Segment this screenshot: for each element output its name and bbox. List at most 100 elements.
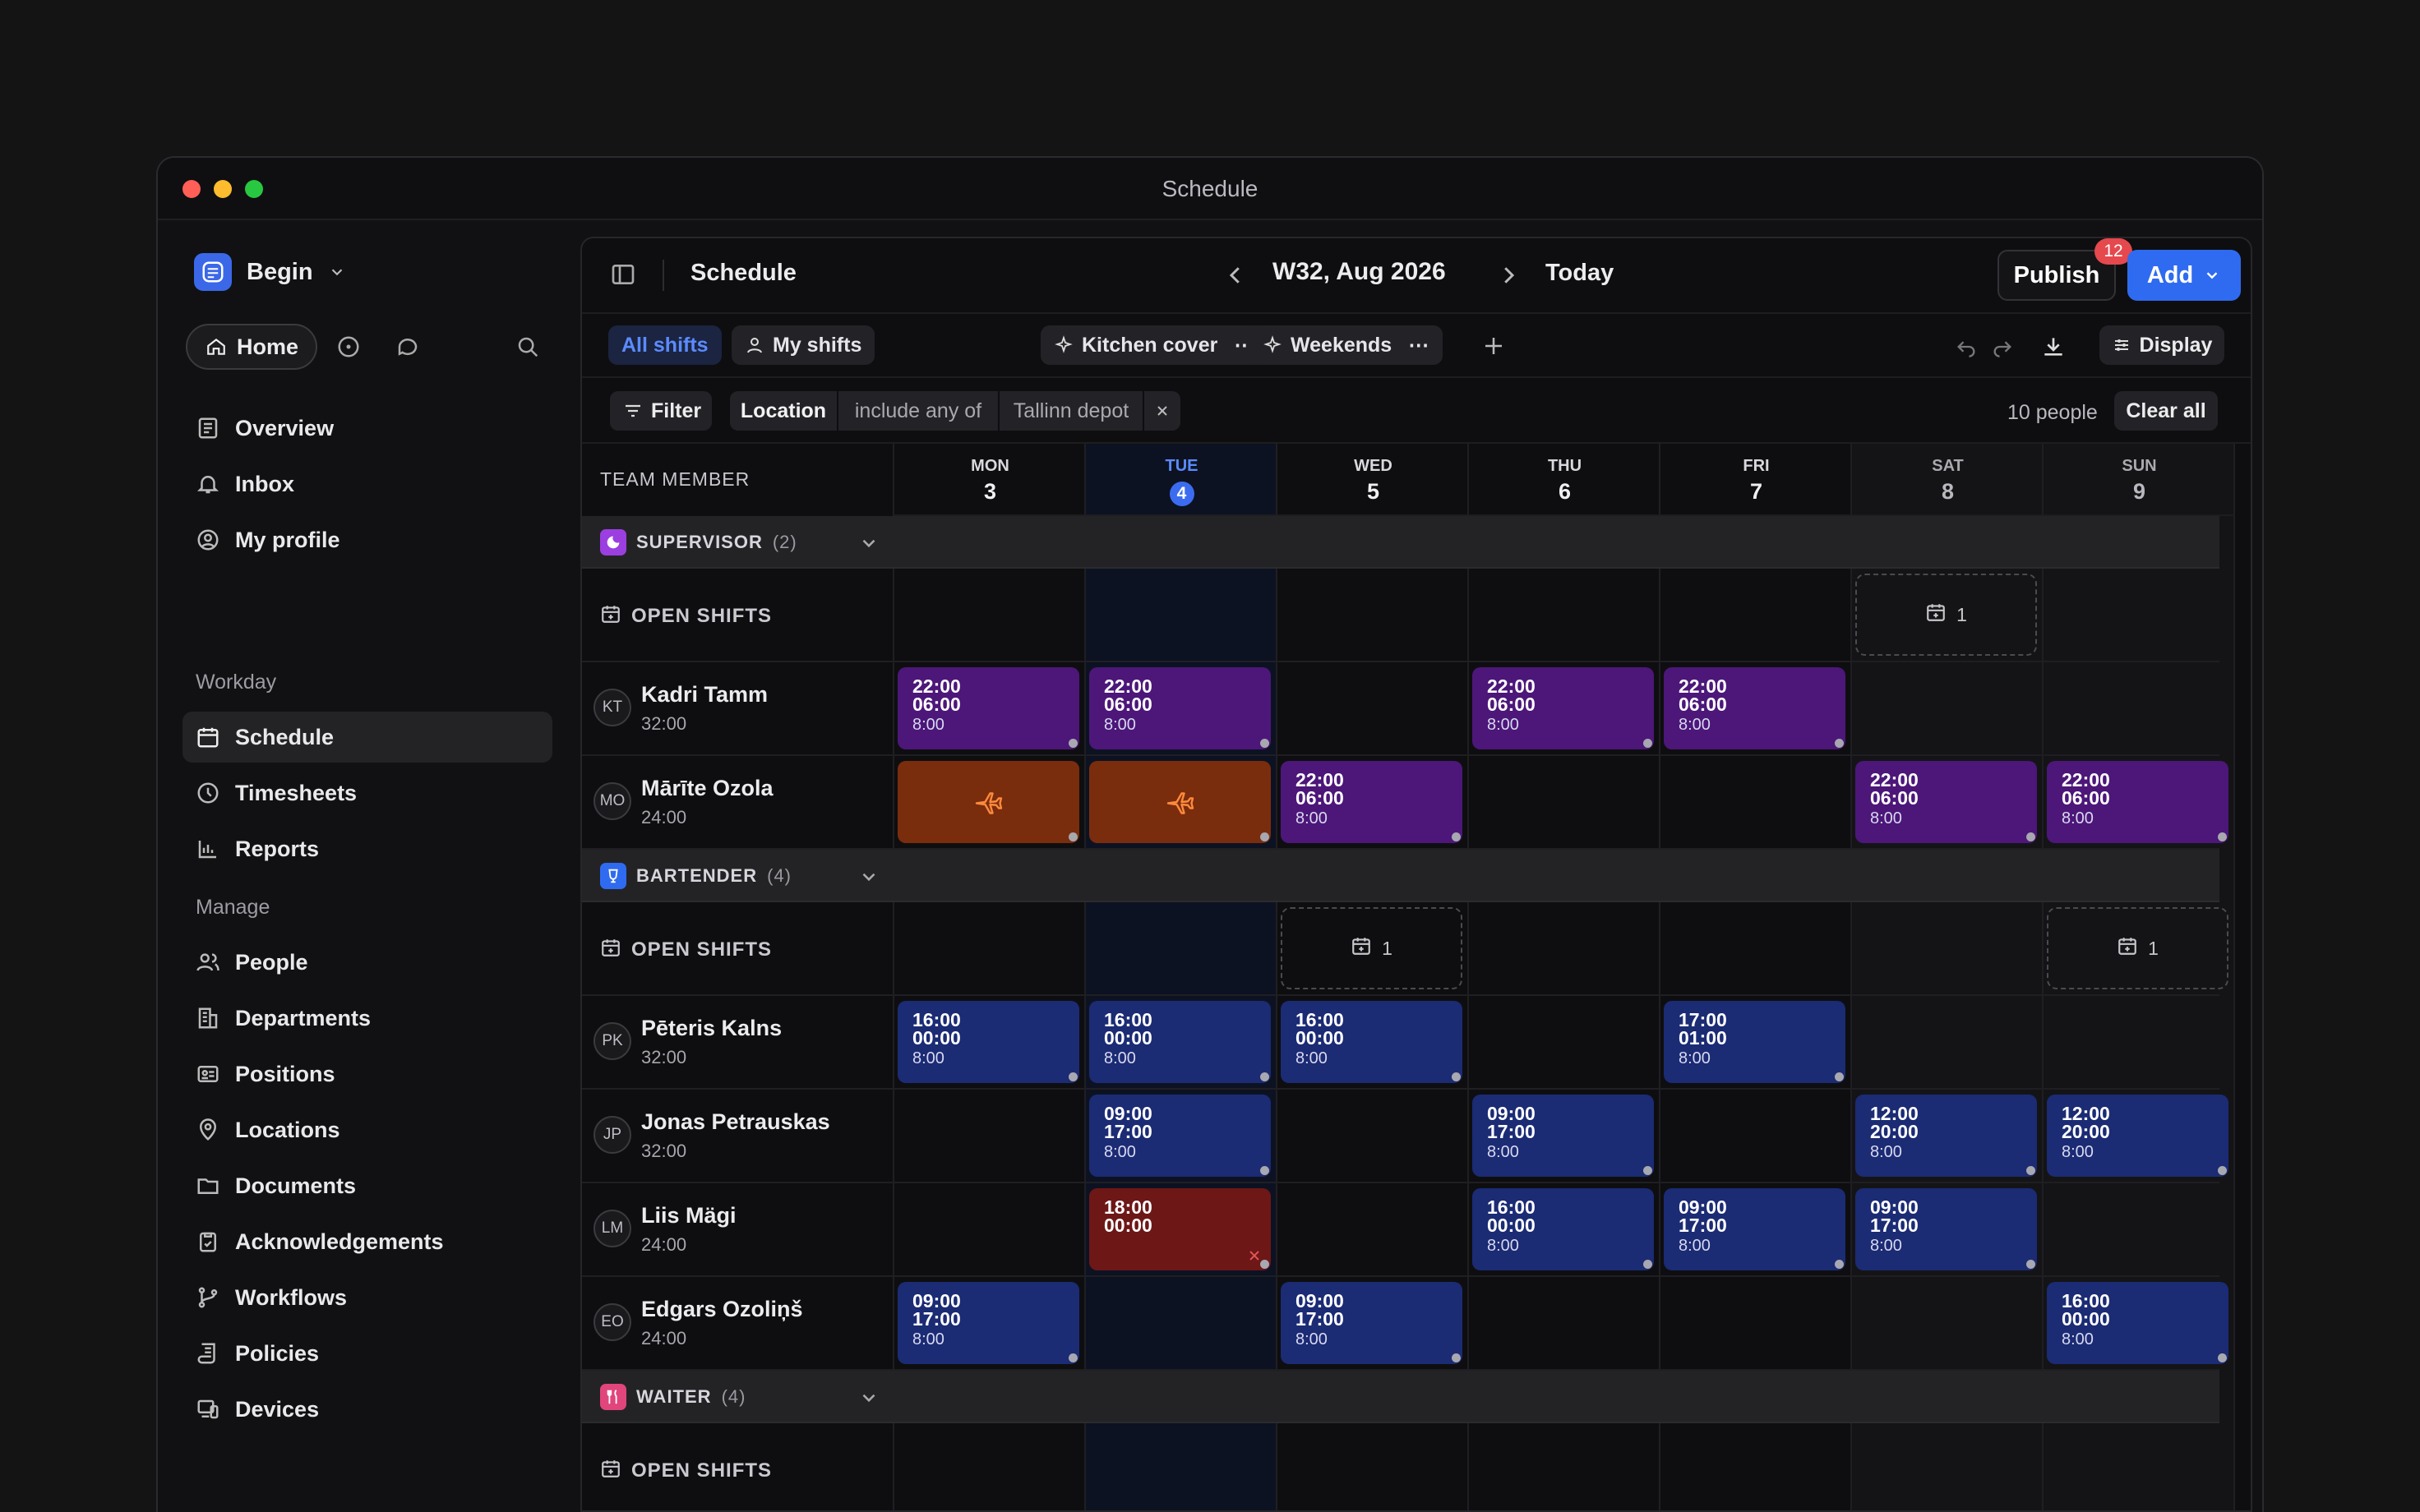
sidebar-item-locations[interactable]: Locations: [182, 1104, 552, 1155]
group-header-waiter[interactable]: WAITER (4): [582, 1371, 2219, 1423]
resize-handle[interactable]: [1260, 739, 1269, 748]
resize-handle[interactable]: [2026, 1166, 2035, 1175]
search-icon[interactable]: [511, 330, 544, 363]
shift-card[interactable]: 22:00 06:00 8:00: [1855, 761, 2037, 843]
home-button[interactable]: Home: [186, 324, 317, 370]
resize-handle[interactable]: [1069, 1353, 1078, 1362]
shift-card[interactable]: 22:00 06:00 8:00: [898, 667, 1079, 749]
view-all-shifts[interactable]: All shifts: [608, 325, 722, 365]
display-button[interactable]: Display: [2099, 325, 2224, 365]
resize-handle[interactable]: [1260, 1166, 1269, 1175]
close-window-button[interactable]: [182, 180, 201, 198]
redo-icon[interactable]: [1991, 335, 2014, 358]
shift-card[interactable]: 16:00 00:00 8:00: [1089, 1001, 1271, 1083]
sidebar-item-people[interactable]: People: [182, 937, 552, 988]
week-label[interactable]: W32, Aug 2026: [1272, 258, 1446, 285]
filter-button[interactable]: Filter: [610, 391, 712, 431]
sidebar-item-workflows[interactable]: Workflows: [182, 1272, 552, 1323]
open-shift-slot[interactable]: 1: [1855, 574, 2037, 656]
sidebar-item-devices[interactable]: Devices: [182, 1384, 552, 1435]
shift-card[interactable]: 12:00 20:00 8:00: [2047, 1095, 2228, 1177]
sidebar-item-acknowledgements[interactable]: Acknowledgements: [182, 1216, 552, 1267]
member-name[interactable]: Mārīte Ozola: [641, 776, 774, 800]
member-name[interactable]: Pēteris Kalns: [641, 1016, 783, 1040]
shift-card[interactable]: 09:00 17:00 8:00: [1664, 1188, 1845, 1270]
sidebar-item-reports[interactable]: Reports: [182, 823, 552, 874]
resize-handle[interactable]: [2026, 1260, 2035, 1269]
day-header[interactable]: FRI 7: [1660, 444, 1852, 516]
shift-card[interactable]: 09:00 17:00 8:00: [1855, 1188, 2037, 1270]
view-kitchen-cover[interactable]: Kitchen cover ⋯: [1041, 325, 1269, 365]
resize-handle[interactable]: [2026, 832, 2035, 841]
member-name[interactable]: Liis Mägi: [641, 1203, 737, 1228]
group-header-bartender[interactable]: BARTENDER (4): [582, 850, 2219, 902]
group-header-supervisor[interactable]: SUPERVISOR (2): [582, 516, 2219, 569]
resize-handle[interactable]: [1643, 739, 1652, 748]
sidebar-item-policies[interactable]: Policies: [182, 1328, 552, 1379]
view-my-shifts[interactable]: My shifts: [732, 325, 875, 365]
collapse-chevron-icon[interactable]: [858, 532, 880, 554]
minimize-window-button[interactable]: [214, 180, 232, 198]
shift-card[interactable]: 18:00 00:00: [1089, 1188, 1271, 1270]
shift-card[interactable]: 22:00 06:00 8:00: [1281, 761, 1462, 843]
filter-value[interactable]: Tallinn depot: [1000, 391, 1143, 431]
activity-icon[interactable]: [332, 330, 365, 363]
view-weekends[interactable]: Weekends ⋯: [1249, 325, 1443, 365]
member-name[interactable]: Jonas Petrauskas: [641, 1109, 830, 1134]
shift-card[interactable]: 22:00 06:00 8:00: [1664, 667, 1845, 749]
resize-handle[interactable]: [1452, 1072, 1461, 1081]
resize-handle[interactable]: [1643, 1260, 1652, 1269]
resize-handle[interactable]: [1452, 832, 1461, 841]
resize-handle[interactable]: [1643, 1166, 1652, 1175]
member-name[interactable]: Edgars Ozoliņš: [641, 1297, 803, 1321]
leave-block[interactable]: [898, 761, 1079, 843]
resize-handle[interactable]: [1260, 1260, 1269, 1269]
resize-handle[interactable]: [1452, 1353, 1461, 1362]
add-button[interactable]: Add: [2127, 250, 2241, 301]
collapse-chevron-icon[interactable]: [858, 866, 880, 887]
sidebar-item-documents[interactable]: Documents: [182, 1160, 552, 1211]
shift-card[interactable]: 12:00 20:00 8:00: [1855, 1095, 2037, 1177]
resize-handle[interactable]: [1260, 832, 1269, 841]
resize-handle[interactable]: [1069, 832, 1078, 841]
sidebar-item-timesheets[interactable]: Timesheets: [182, 768, 552, 818]
chat-icon[interactable]: [391, 330, 424, 363]
shift-card[interactable]: 22:00 06:00 8:00: [1089, 667, 1271, 749]
avatar[interactable]: PK: [593, 1022, 631, 1060]
resize-handle[interactable]: [2218, 1353, 2227, 1362]
resize-handle[interactable]: [1835, 1260, 1844, 1269]
shift-card[interactable]: 17:00 01:00 8:00: [1664, 1001, 1845, 1083]
avatar[interactable]: KT: [593, 689, 631, 726]
maximize-window-button[interactable]: [245, 180, 263, 198]
sidebar-item-schedule[interactable]: Schedule: [182, 712, 552, 763]
sidebar-item-overview[interactable]: Overview: [182, 403, 552, 454]
publish-button[interactable]: Publish: [1997, 250, 2116, 301]
shift-card[interactable]: 16:00 00:00 8:00: [2047, 1282, 2228, 1364]
next-week-icon[interactable]: [1496, 263, 1521, 288]
leave-block[interactable]: [1089, 761, 1271, 843]
resize-handle[interactable]: [1260, 1072, 1269, 1081]
resize-handle[interactable]: [1835, 739, 1844, 748]
sidebar-item-positions[interactable]: Positions: [182, 1049, 552, 1099]
filter-operator[interactable]: include any of: [838, 391, 998, 431]
filter-field[interactable]: Location: [730, 391, 837, 431]
resize-handle[interactable]: [1835, 1072, 1844, 1081]
shift-card[interactable]: 16:00 00:00 8:00: [1472, 1188, 1654, 1270]
previous-week-icon[interactable]: [1223, 263, 1248, 288]
shift-card[interactable]: 16:00 00:00 8:00: [1281, 1001, 1462, 1083]
avatar[interactable]: LM: [593, 1210, 631, 1247]
shift-card[interactable]: 09:00 17:00 8:00: [898, 1282, 1079, 1364]
open-shift-slot[interactable]: 1: [1281, 907, 1462, 989]
day-header[interactable]: THU 6: [1469, 444, 1660, 516]
add-view-icon[interactable]: [1481, 334, 1506, 358]
sidebar-toggle-icon[interactable]: [610, 261, 636, 288]
shift-card[interactable]: 22:00 06:00 8:00: [2047, 761, 2228, 843]
avatar[interactable]: EO: [593, 1303, 631, 1341]
download-icon[interactable]: [2040, 334, 2067, 360]
member-name[interactable]: Kadri Tamm: [641, 682, 769, 707]
shift-card[interactable]: 09:00 17:00 8:00: [1281, 1282, 1462, 1364]
collapse-chevron-icon[interactable]: [858, 1387, 880, 1408]
workspace-switcher[interactable]: Begin: [194, 253, 346, 291]
shift-card[interactable]: 22:00 06:00 8:00: [1472, 667, 1654, 749]
sidebar-item-inbox[interactable]: Inbox: [182, 459, 552, 509]
